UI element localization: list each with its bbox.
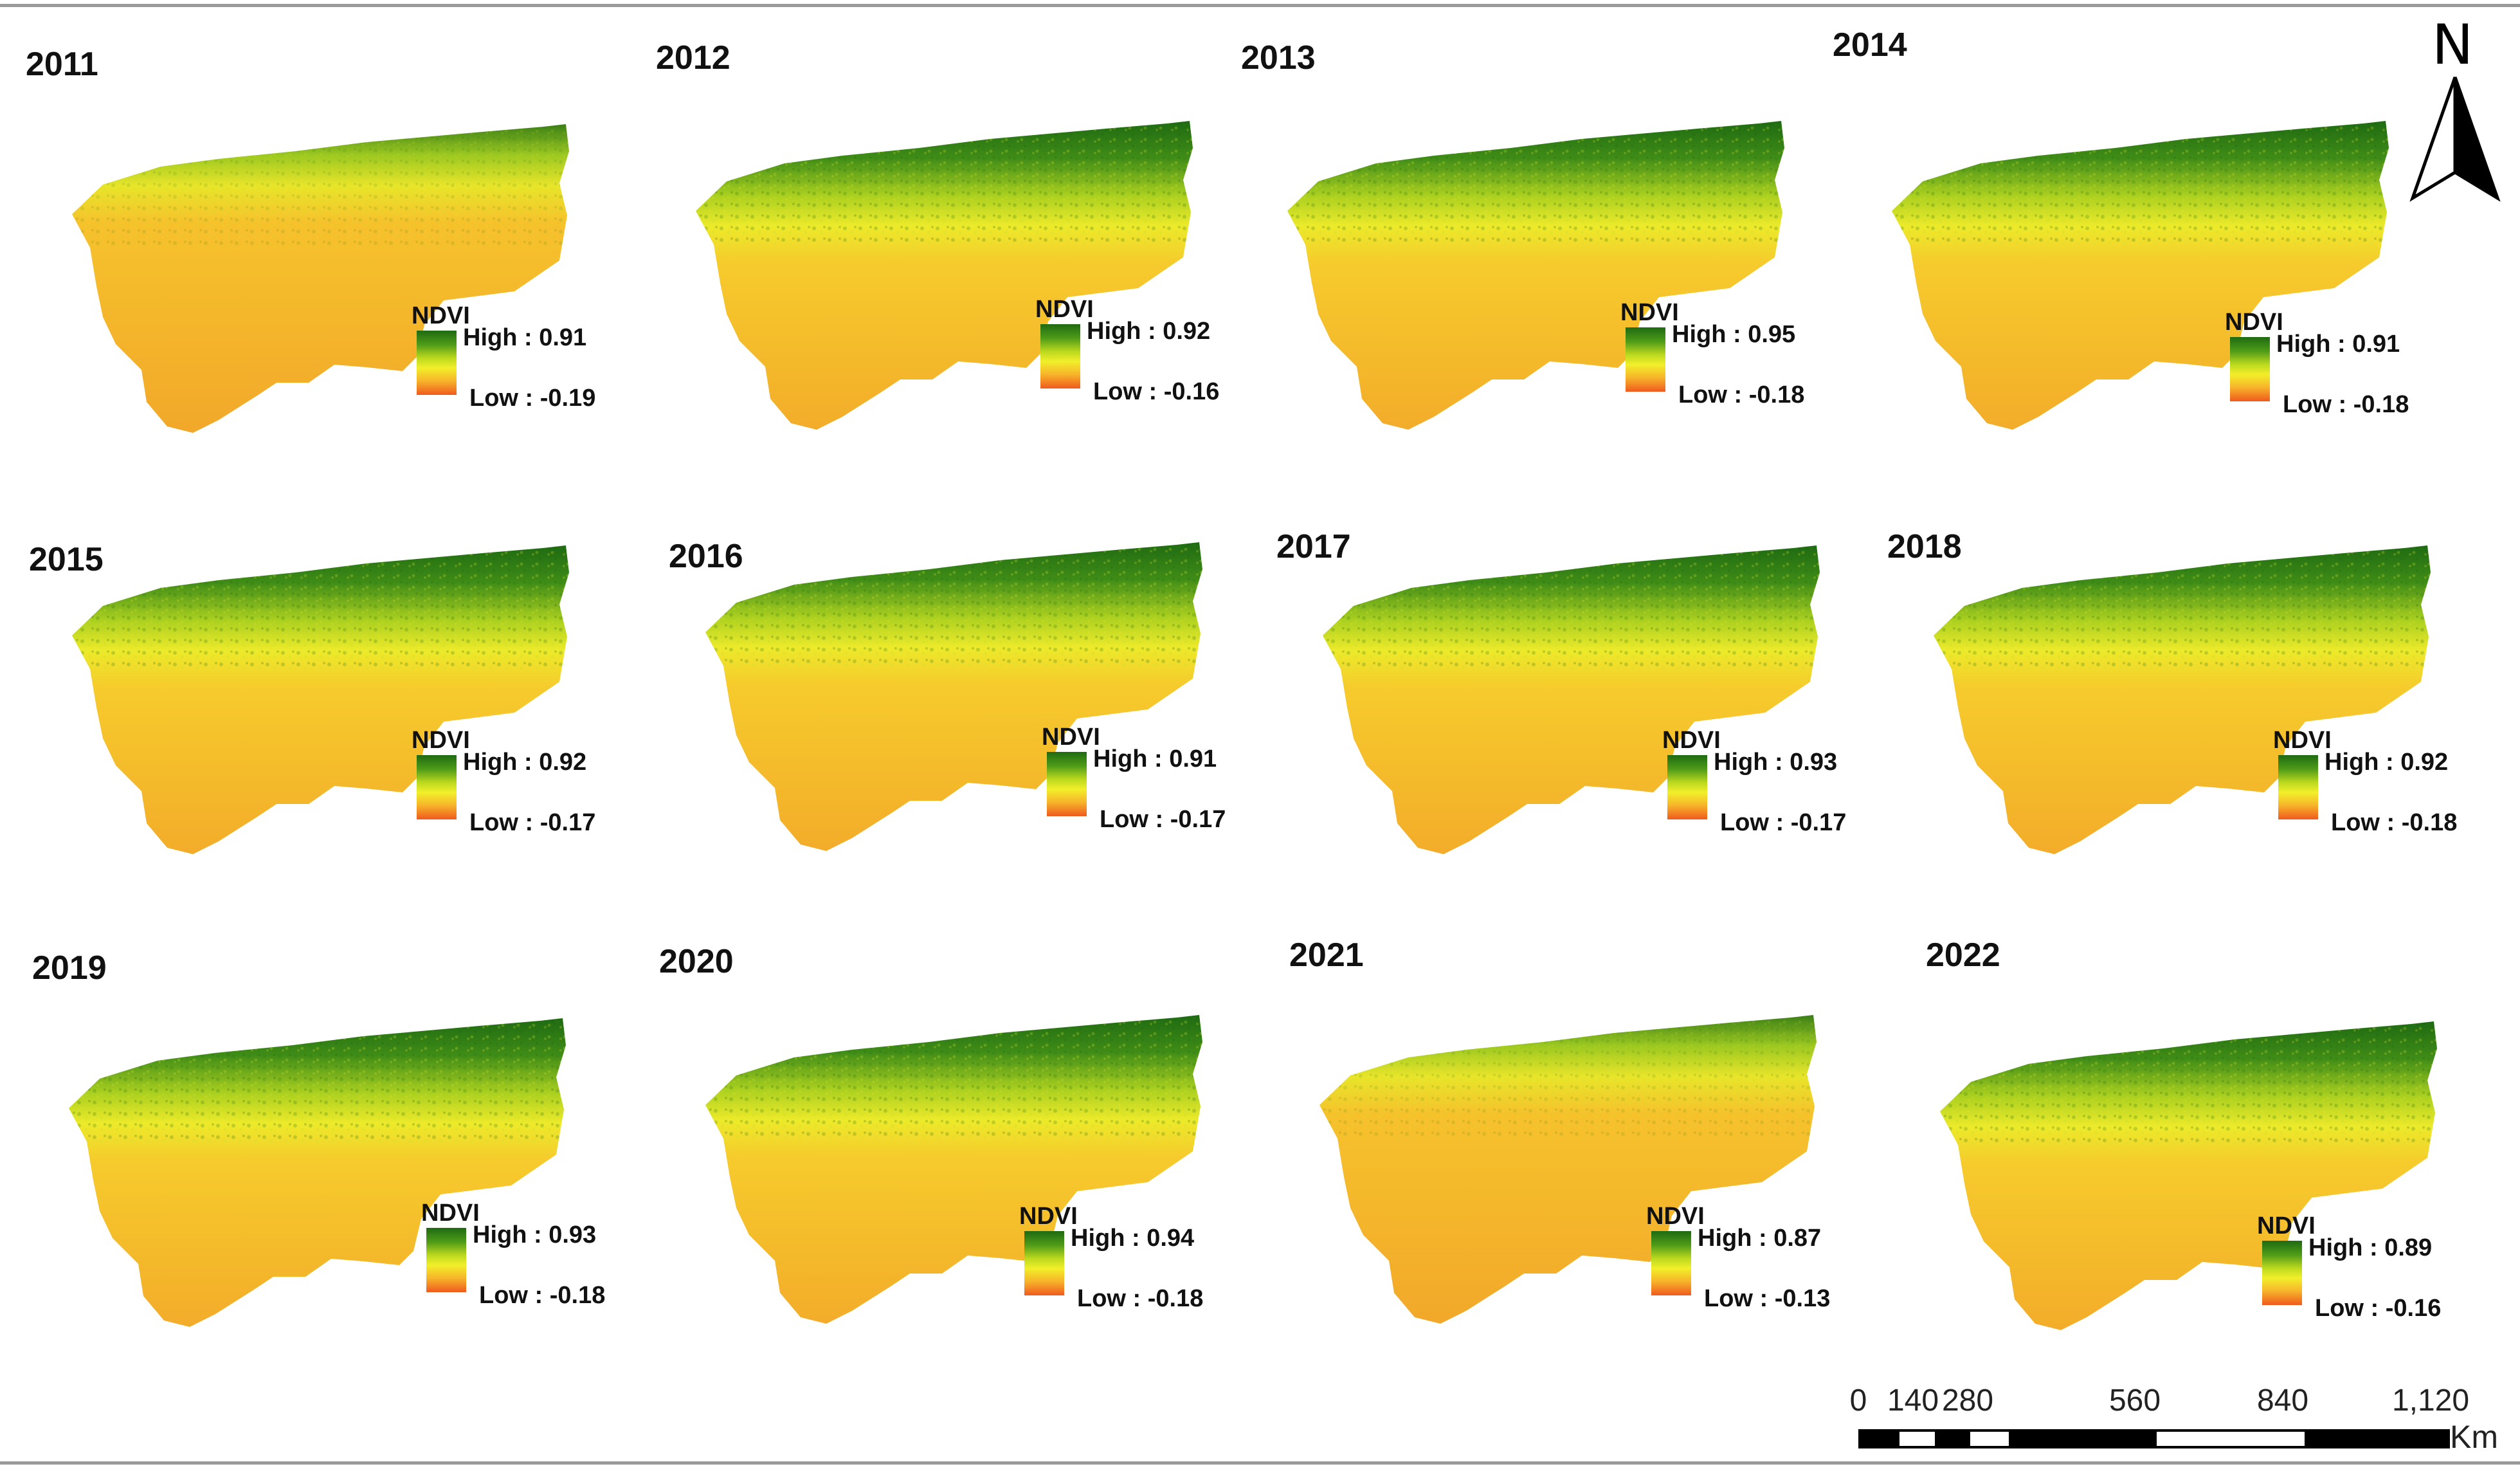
ndvi-map-2016 — [705, 542, 1202, 851]
legend-low-value: Low : -0.17 — [1100, 806, 1226, 833]
legend-high-value: High : 0.92 — [1087, 318, 1211, 345]
legend-color-ramp — [426, 1228, 466, 1292]
north-arrow-icon — [2409, 77, 2501, 202]
legend-color-ramp — [1024, 1231, 1064, 1295]
legend-high-value: High : 0.89 — [2308, 1234, 2433, 1261]
legend-low-value: Low : -0.18 — [2283, 391, 2409, 418]
ndvi-map-2017 — [1323, 545, 1820, 854]
panel-year-label: 2017 — [1276, 528, 1351, 565]
legend-color-ramp — [2230, 337, 2270, 401]
scale-bar-graphic — [1858, 1429, 2450, 1448]
legend-title: NDVI — [1035, 296, 1094, 323]
legend-high-value: High : 0.91 — [2276, 331, 2400, 358]
ndvi-legend: NDVI High : 0.92 Low : -0.18 — [2273, 727, 2520, 849]
ndvi-legend: NDVI High : 0.92 Low : -0.17 — [412, 727, 682, 849]
legend-title: NDVI — [1019, 1203, 1078, 1230]
panel-year-label: 2016 — [669, 538, 743, 575]
legend-color-ramp — [1667, 755, 1707, 819]
panel-year-label: 2022 — [1926, 937, 2000, 974]
ndvi-legend: NDVI High : 0.92 Low : -0.16 — [1035, 296, 1305, 418]
ndvi-map-2015 — [72, 545, 569, 854]
legend-low-value: Low : -0.18 — [2331, 809, 2458, 836]
ndvi-legend: NDVI High : 0.93 Low : -0.18 — [421, 1200, 691, 1322]
ndvi-legend: NDVI High : 0.91 Low : -0.18 — [2225, 309, 2495, 431]
panel-year-label: 2011 — [26, 46, 98, 83]
legend-color-ramp — [2278, 755, 2318, 819]
legend-title: NDVI — [421, 1200, 480, 1227]
legend-high-value: High : 0.95 — [1672, 321, 1796, 348]
ndvi-map-2019 — [69, 1018, 566, 1327]
north-letter: N — [2432, 13, 2474, 77]
legend-color-ramp — [2262, 1241, 2302, 1305]
panel-year-label: 2015 — [29, 541, 104, 578]
scale-tick-label: 0 — [1849, 1384, 1867, 1418]
panel-year-label: 2013 — [1241, 39, 1316, 77]
legend-color-ramp — [417, 331, 457, 395]
scale-tick-label: 140 — [1887, 1384, 1939, 1418]
legend-high-value: High : 0.91 — [463, 324, 587, 351]
scale-bar: 0 140 280 560 840 1,120 Km — [1839, 1383, 2508, 1466]
legend-high-value: High : 0.91 — [1093, 745, 1217, 772]
legend-color-ramp — [1651, 1231, 1691, 1295]
ndvi-legend: NDVI High : 0.95 Low : -0.18 — [1620, 299, 1890, 421]
scale-tick-label: 840 — [2256, 1384, 2309, 1418]
legend-title: NDVI — [2273, 727, 2332, 754]
ndvi-legend: NDVI High : 0.93 Low : -0.17 — [1662, 727, 1932, 849]
legend-title: NDVI — [1042, 724, 1100, 751]
bottom-border — [0, 1461, 2520, 1465]
ndvi-map-2013 — [1287, 121, 1784, 430]
legend-title: NDVI — [2225, 309, 2283, 336]
legend-low-value: Low : -0.17 — [469, 809, 596, 836]
legend-low-value: Low : -0.16 — [1093, 378, 1220, 405]
scale-tick-label: 280 — [1941, 1384, 1994, 1418]
legend-low-value: Low : -0.18 — [479, 1282, 606, 1309]
ndvi-map-2021 — [1319, 1015, 1817, 1324]
legend-high-value: High : 0.94 — [1071, 1225, 1195, 1252]
ndvi-map-2018 — [1934, 545, 2431, 854]
ndvi-map-2014 — [1892, 121, 2389, 430]
legend-title: NDVI — [412, 302, 470, 329]
ndvi-map-2011 — [72, 124, 569, 433]
legend-low-value: Low : -0.17 — [1720, 809, 1847, 836]
ndvi-legend: NDVI High : 0.94 Low : -0.18 — [1019, 1203, 1289, 1325]
panel-year-label: 2014 — [1833, 26, 1907, 64]
legend-color-ramp — [1626, 327, 1665, 392]
legend-high-value: High : 0.93 — [473, 1221, 597, 1248]
ndvi-legend: NDVI High : 0.91 Low : -0.19 — [412, 302, 682, 425]
north-arrow: N — [2404, 13, 2506, 206]
legend-color-ramp — [1040, 324, 1080, 388]
panel-year-label: 2021 — [1289, 937, 1364, 974]
legend-low-value: Low : -0.18 — [1678, 381, 1805, 408]
legend-low-value: Low : -0.13 — [1704, 1285, 1831, 1312]
legend-color-ramp — [1047, 752, 1087, 816]
legend-low-value: Low : -0.18 — [1077, 1285, 1204, 1312]
panel-year-label: 2012 — [656, 39, 730, 77]
scale-unit: Km — [2450, 1419, 2498, 1455]
ndvi-map-2020 — [705, 1015, 1202, 1324]
legend-high-value: High : 0.87 — [1698, 1225, 1822, 1252]
panel-year-label: 2019 — [32, 949, 107, 987]
legend-high-value: High : 0.92 — [2325, 749, 2449, 776]
legend-title: NDVI — [1646, 1203, 1705, 1230]
panel-year-label: 2020 — [659, 943, 734, 980]
ndvi-legend: NDVI High : 0.91 Low : -0.17 — [1042, 724, 1312, 846]
scale-tick-label: 1,120 — [2391, 1384, 2470, 1418]
legend-title: NDVI — [1620, 299, 1679, 326]
ndvi-map-2012 — [696, 121, 1193, 430]
legend-title: NDVI — [1662, 727, 1721, 754]
legend-low-value: Low : -0.16 — [2315, 1295, 2442, 1322]
legend-low-value: Low : -0.19 — [469, 385, 596, 412]
top-border — [0, 4, 2520, 7]
panel-year-label: 2018 — [1887, 528, 1962, 565]
legend-high-value: High : 0.93 — [1714, 749, 1838, 776]
ndvi-legend: NDVI High : 0.89 Low : -0.16 — [2257, 1212, 2520, 1335]
legend-title: NDVI — [412, 727, 470, 754]
scale-tick-label: 560 — [2108, 1384, 2161, 1418]
ndvi-legend: NDVI High : 0.87 Low : -0.13 — [1646, 1203, 1916, 1325]
legend-high-value: High : 0.92 — [463, 749, 587, 776]
legend-color-ramp — [417, 755, 457, 819]
legend-title: NDVI — [2257, 1212, 2316, 1239]
ndvi-map-2022 — [1940, 1021, 2437, 1330]
